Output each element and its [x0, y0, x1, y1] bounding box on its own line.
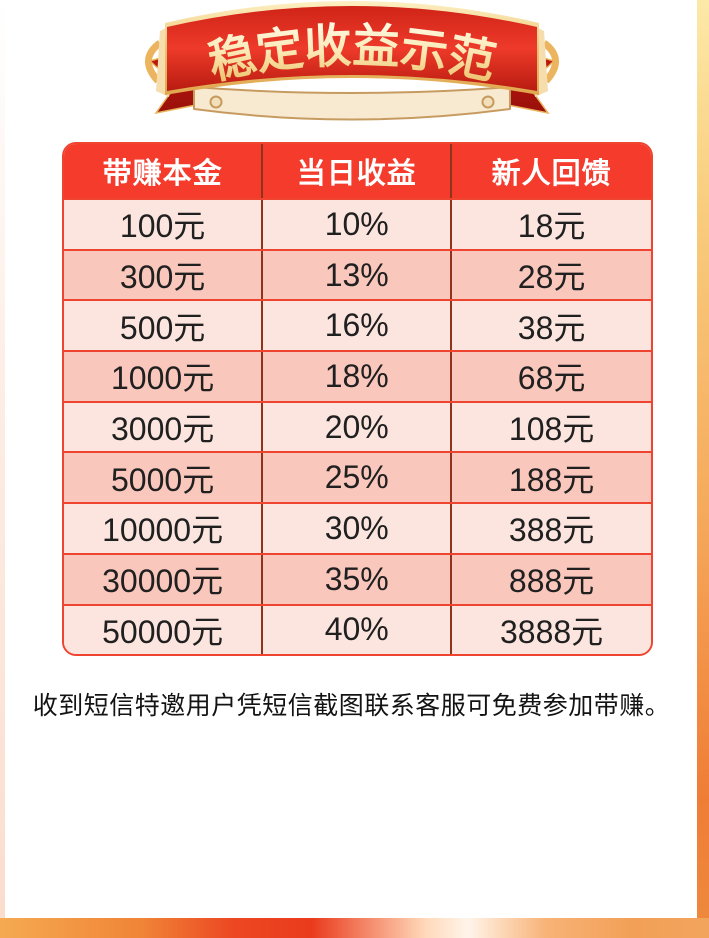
cell-principal: 5000元 — [111, 461, 215, 498]
promo-card: 带赚本金 当日收益 新人回馈 100元 10% 18元 300元 13% 28元… — [6, 72, 697, 918]
cell-daily-return: 10% — [261, 200, 450, 249]
cell-daily-return: 18% — [261, 352, 450, 401]
table-row: 10000元 30% 388元 — [64, 502, 651, 553]
table-row: 100元 10% 18元 — [64, 198, 651, 249]
table-row: 30000元 35% 888元 — [64, 552, 651, 604]
table-row: 500元 16% 38元 — [64, 299, 651, 351]
cell-newcomer-bonus: 28元 — [450, 250, 651, 300]
cell-newcomer-bonus: 888元 — [450, 554, 651, 604]
cell-newcomer-bonus: 68元 — [450, 352, 651, 401]
header-daily-return: 当日收益 — [261, 144, 450, 198]
cell-principal: 3000元 — [111, 411, 215, 448]
cell-daily-return: 40% — [261, 605, 450, 655]
table-row: 1000元 18% 68元 — [64, 350, 651, 401]
right-frame-strip — [697, 0, 709, 938]
gold-flourish-left — [145, 40, 163, 84]
cell-daily-return: 13% — [261, 250, 450, 300]
cell-daily-return: 25% — [261, 453, 450, 503]
bottom-frame-strip — [0, 918, 709, 938]
table-row: 50000元 40% 3888元 — [64, 603, 651, 655]
cell-principal: 300元 — [119, 259, 206, 296]
cell-principal: 500元 — [119, 309, 206, 346]
income-table: 带赚本金 当日收益 新人回馈 100元 10% 18元 300元 13% 28元… — [62, 142, 653, 657]
cell-newcomer-bonus: 3888元 — [450, 605, 651, 655]
table-row: 5000元 25% 188元 — [64, 451, 651, 503]
cell-principal: 50000元 — [102, 613, 224, 650]
scroll-curl-right — [481, 95, 495, 109]
cell-principal: 10000元 — [102, 512, 224, 549]
cell-daily-return: 35% — [261, 554, 450, 604]
parchment-scroll — [193, 86, 511, 121]
cell-principal: 30000元 — [102, 563, 224, 600]
cell-newcomer-bonus: 108元 — [450, 402, 651, 452]
cell-daily-return: 30% — [261, 504, 450, 553]
cell-newcomer-bonus: 188元 — [450, 453, 651, 503]
table-row: 3000元 20% 108元 — [64, 400, 651, 452]
table-body: 100元 10% 18元 300元 13% 28元 500元 16% 38元 1… — [64, 198, 651, 655]
invite-note: 收到短信特邀用户凭短信截图联系客服可免费参加带赚。 — [32, 692, 671, 720]
table-header-row: 带赚本金 当日收益 新人回馈 — [64, 144, 651, 198]
cell-newcomer-bonus: 388元 — [450, 504, 651, 553]
header-principal: 带赚本金 — [102, 158, 223, 190]
gold-flourish-right — [541, 40, 559, 84]
cell-principal: 1000元 — [111, 360, 215, 397]
cell-principal: 100元 — [119, 208, 206, 245]
table-row: 300元 13% 28元 — [64, 248, 651, 300]
scroll-curl-left — [209, 95, 223, 109]
ribbon-band — [167, 6, 537, 91]
cell-daily-return: 16% — [261, 301, 450, 351]
cell-newcomer-bonus: 18元 — [450, 200, 651, 249]
left-frame-strip — [0, 0, 5, 938]
cell-daily-return: 20% — [261, 402, 450, 452]
ribbon-banner: 稳定收益示范 — [140, 0, 564, 132]
cell-newcomer-bonus: 38元 — [450, 301, 651, 351]
header-newcomer-bonus: 新人回馈 — [450, 144, 651, 198]
